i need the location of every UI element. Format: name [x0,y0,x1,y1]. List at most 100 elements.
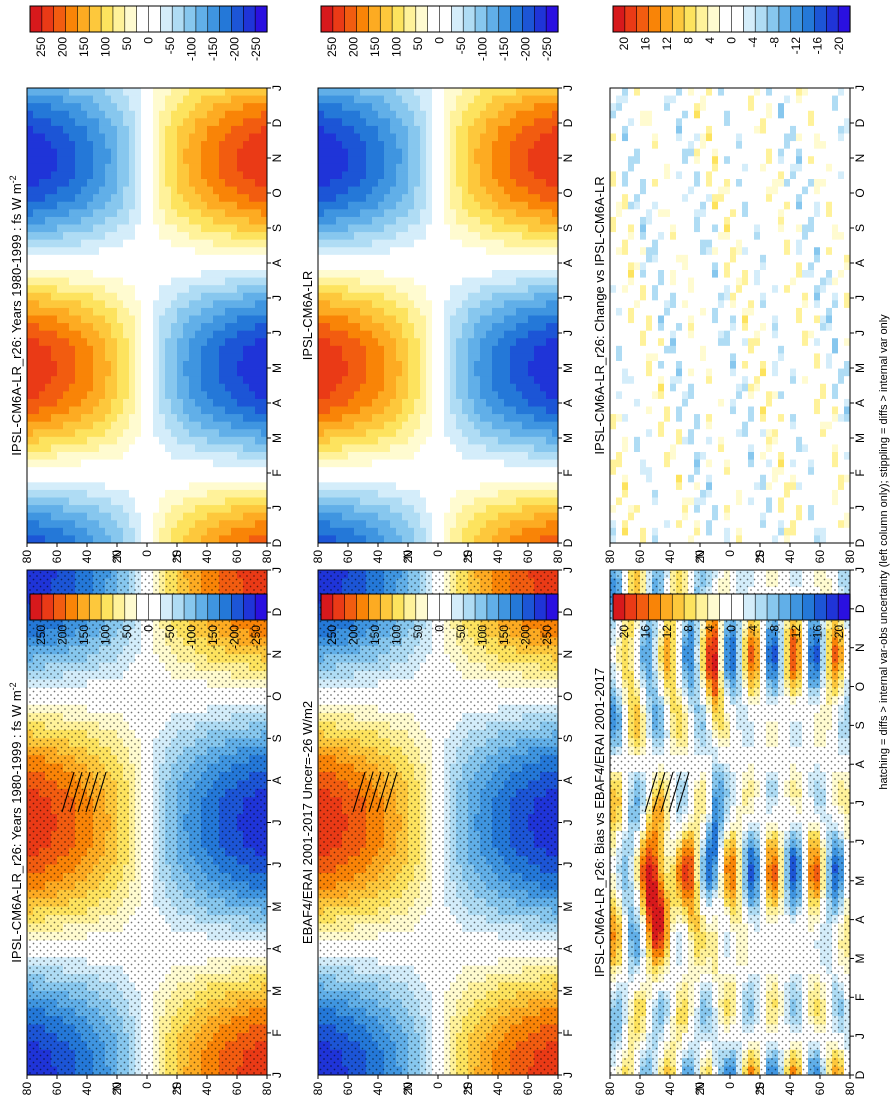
colorbar-swatch [533,593,547,621]
x-tick-label: S [561,734,575,742]
colorbar-tick-label: 50 [411,625,425,639]
y-axis-label-north: °N [110,1082,124,1095]
colorbar-swatch [112,593,126,621]
colorbar-tick-label: -150 [497,625,511,649]
colorbar-tick-label: 150 [77,625,91,645]
colorbar-swatch [462,593,476,621]
x-tick-label: J [561,567,575,573]
x-tick-label: J [270,1072,284,1078]
x-tick-label: F [561,1029,575,1036]
colorbar-swatch [344,593,358,621]
colorbar-swatch [183,593,197,621]
y-tick-label: 0 [140,1082,154,1089]
x-tick-label: A [561,945,575,953]
x-tick-label: A [270,945,284,953]
colorbar-swatch [124,593,138,621]
colorbar-swatch [332,593,346,621]
x-tick-label: J [561,1072,575,1078]
x-tick-label: D [561,607,575,616]
colorbar-swatch [171,593,185,621]
colorbar-swatch [88,593,102,621]
colorbar-tick-label: -100 [185,625,199,649]
x-tick-label: S [270,734,284,742]
x-tick-label: O [270,692,284,701]
x-tick-label: N [270,650,284,659]
colorbar-tick-label: -250 [249,625,263,649]
colorbar-swatch [474,593,488,621]
colorbar-swatch [391,593,405,621]
x-tick-label: M [561,986,575,996]
colorbar-tick-label: 100 [98,625,112,645]
colorbar-swatch [219,593,233,621]
x-tick-label: O [561,692,575,701]
colorbar-swatch [254,593,268,621]
x-tick-label: D [270,607,284,616]
y-axis-label-north: °N [401,1082,415,1095]
x-tick-label: M [270,986,284,996]
colorbar-tick-label: -100 [476,625,490,649]
colorbar-swatch [403,593,417,621]
colorbar-tick-label: 50 [120,625,134,639]
colorbar-tick-label: -200 [228,625,242,649]
colorbar-swatch [415,593,429,621]
y-tick-label: 60 [341,1082,355,1096]
colorbar-tick-label: 100 [389,625,403,645]
colorbar-swatch [136,593,150,621]
colorbar-swatch [41,593,55,621]
x-tick-label: N [561,650,575,659]
colorbar-tick-label: -50 [454,625,468,643]
colorbar-swatch [545,593,559,621]
y-tick-label: 40 [80,1082,94,1096]
colorbar-swatch [207,593,221,621]
x-tick-label: J [561,820,575,826]
x-tick-label: A [561,776,575,784]
colorbar-tick-label: -200 [519,625,533,649]
colorbar-tick-label: 150 [368,625,382,645]
x-tick-label: M [561,902,575,912]
colorbar-swatch [498,593,512,621]
y-tick-label: 40 [371,1082,385,1096]
y-tick-label: 80 [20,1082,34,1096]
colorbar-swatch [100,593,114,621]
colorbar-tick-label: 0 [433,625,447,632]
x-tick-label: M [270,902,284,912]
panel-title: IPSL-CM6A-LR_r26: Years 1980-1999 : fs W… [8,682,24,962]
y-tick-label: 80 [311,1082,325,1096]
colorbar-swatch [427,593,441,621]
colorbar-tick-label: -150 [206,625,220,649]
colorbar-tick-label: 250 [34,625,48,645]
y-tick-label: 80 [551,1082,565,1096]
y-axis-label-south: °S [461,1082,475,1095]
colorbar-tick-label: 250 [325,625,339,645]
colorbar-swatch [486,593,500,621]
colorbar-swatch [77,593,90,621]
colorbar-swatch [522,593,535,621]
y-tick-label: 0 [431,1082,445,1089]
colorbar-swatch [451,593,464,621]
colorbar-tick-label: -250 [540,625,554,649]
colorbar-swatch [53,593,67,621]
colorbar-tick-label: 0 [142,625,156,632]
y-tick-label: 40 [491,1082,505,1096]
y-tick-label: 60 [521,1082,535,1096]
x-tick-label: J [270,820,284,826]
colorbar-swatch [65,593,79,621]
y-tick-label: 60 [230,1082,244,1096]
colorbar-tick-label: 200 [346,625,360,645]
colorbar-tick-label: 200 [55,625,69,645]
x-tick-label: A [270,776,284,784]
colorbar-swatch [320,593,334,621]
colorbar-swatch [243,593,256,621]
colorbar-swatch [195,593,209,621]
colorbar-swatch [29,593,43,621]
colorbar-swatch [439,593,452,621]
y-tick-label: 80 [260,1082,274,1096]
panel-title-superscript: -2 [8,682,18,690]
x-tick-label: J [561,862,575,868]
x-tick-label: F [270,1029,284,1036]
colorbar-swatch [356,593,369,621]
